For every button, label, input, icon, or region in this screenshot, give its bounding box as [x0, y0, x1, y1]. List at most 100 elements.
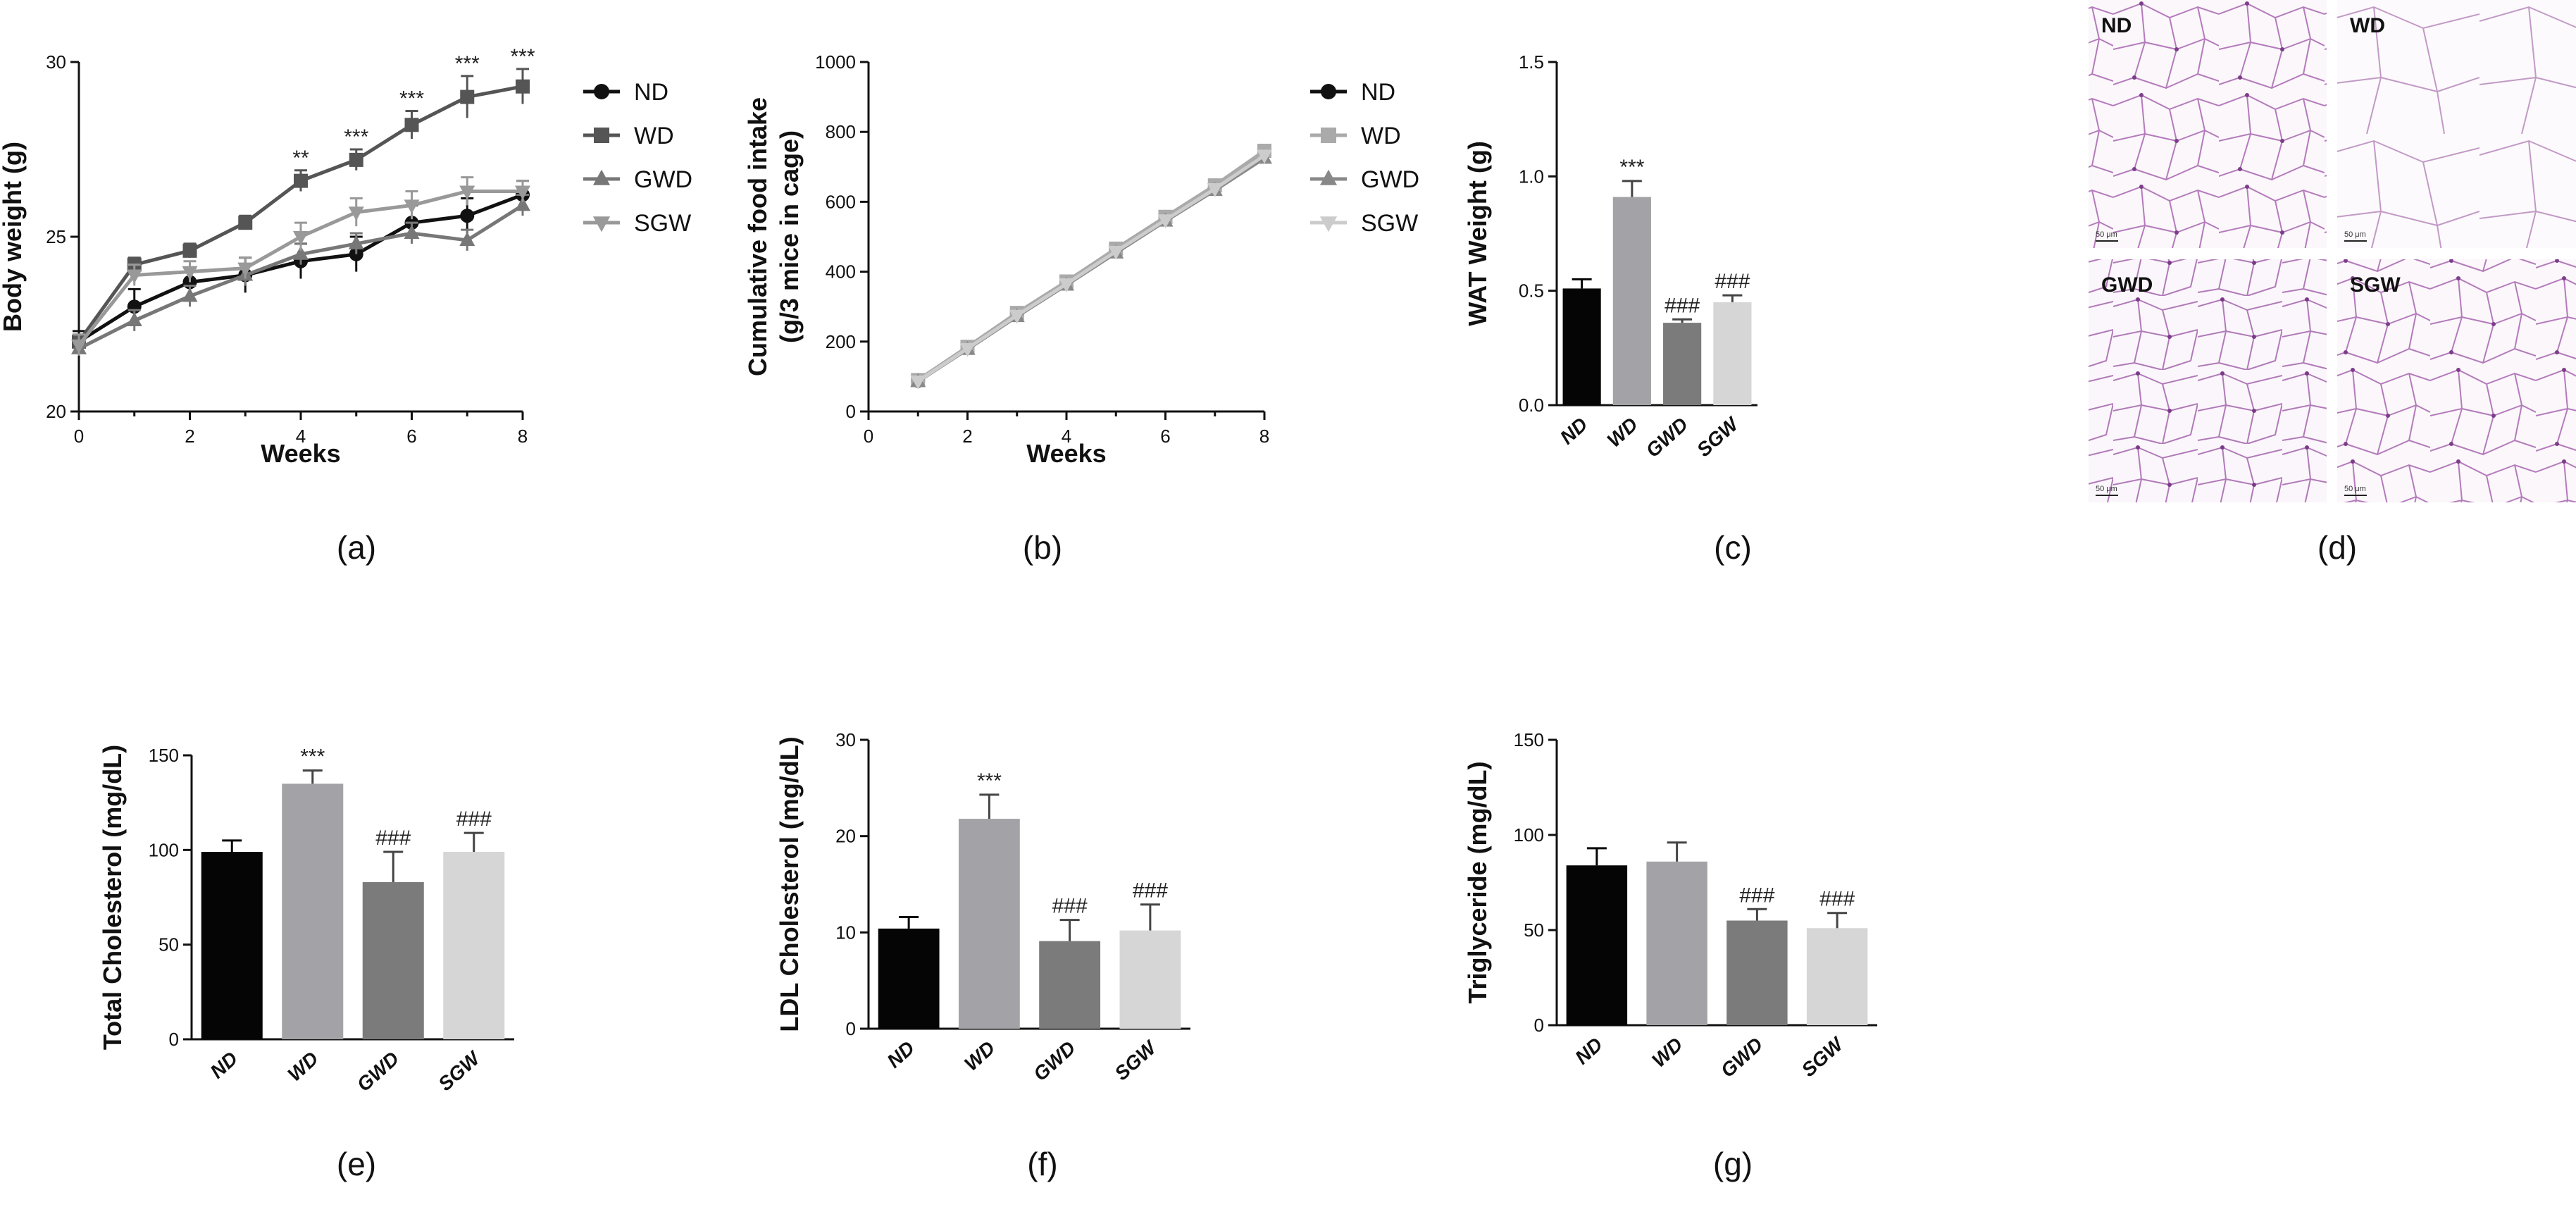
bar-GWD	[1039, 941, 1101, 1029]
y-tick-label: 0.5	[1519, 280, 1544, 302]
data-point-SGW	[1009, 309, 1025, 324]
y-tick-label: 20	[46, 401, 66, 422]
y-axis-title: Triglyceride (mg/dL)	[1463, 761, 1492, 1003]
data-point-GWD	[515, 197, 530, 211]
data-point-SGW	[404, 199, 420, 214]
histology-image-WD: WD 50 μm	[2337, 0, 2576, 248]
legend-marker-ND	[1321, 84, 1336, 99]
scale-bar-label: 50 μm	[2344, 485, 2366, 493]
data-point-SGW	[910, 375, 926, 390]
panel-label-c: (c)	[1714, 529, 1752, 566]
data-point-WD	[404, 118, 419, 132]
y-tick-label: 50	[158, 934, 179, 955]
data-point-WD	[294, 173, 308, 188]
legend-label-WD: WD	[1361, 123, 1401, 149]
x-category-label-SGW: SGW	[1110, 1036, 1161, 1085]
x-category-label-ND: ND	[883, 1036, 919, 1072]
series-SGW	[910, 149, 1272, 390]
legend-label-SGW: SGW	[634, 210, 691, 237]
y-axis-title-line2: (g/3 mice in cage)	[775, 130, 804, 343]
legend-label-SGW: SGW	[1361, 210, 1418, 237]
data-point-SGW	[459, 185, 475, 200]
tissue-image	[2337, 259, 2576, 502]
histology-label-WD: WD	[2350, 14, 2385, 37]
data-point-WD	[460, 89, 475, 104]
significance-label: **	[292, 147, 309, 170]
data-point-WD	[349, 152, 363, 167]
x-category-label-ND: ND	[206, 1047, 242, 1082]
scale-bar-label: 50 μm	[2096, 230, 2117, 239]
bar-ND	[201, 852, 263, 1039]
series-WD	[72, 68, 530, 349]
panel-label-d: (d)	[2317, 529, 2357, 566]
data-point-SGW	[515, 185, 530, 200]
y-tick-label: 50	[1524, 920, 1544, 941]
bar-GWD	[1726, 920, 1788, 1025]
x-category-label-WD: WD	[1603, 413, 1641, 451]
significance-label-GWD: ###	[1665, 294, 1700, 317]
x-tick-label: 2	[185, 426, 194, 447]
x-tick-label: 8	[1259, 426, 1269, 447]
legend-label-GWD: GWD	[634, 166, 692, 193]
x-tick-label: 4	[1062, 426, 1071, 447]
histology-label-ND: ND	[2101, 14, 2132, 37]
y-tick-label: 25	[46, 226, 66, 247]
data-point-GWD	[348, 235, 364, 249]
tissue-image	[2089, 0, 2327, 248]
bar-WD	[1646, 861, 1707, 1025]
y-tick-label: 150	[149, 745, 179, 766]
y-axis-title: Total Cholesterol (mg/dL)	[98, 745, 127, 1050]
x-axis-title: Weeks	[261, 439, 340, 468]
data-point-ND	[460, 209, 475, 223]
data-point-SGW	[959, 342, 976, 357]
bar-WD	[958, 819, 1020, 1029]
x-category-label-SGW: SGW	[1798, 1032, 1848, 1082]
data-point-GWD	[404, 225, 420, 240]
y-tick-label: 100	[1514, 824, 1544, 846]
significance-label-SGW: ###	[1133, 879, 1168, 903]
histology-image-SGW: SGW 50 μm	[2337, 259, 2576, 502]
data-point-GWD	[459, 231, 475, 246]
x-tick-label: 8	[518, 426, 528, 447]
y-tick-label: 0	[846, 1018, 856, 1039]
scale-bar-label: 50 μm	[2344, 230, 2366, 239]
data-point-SGW	[293, 231, 309, 245]
legend: ND WD GWD SGW	[1310, 79, 1419, 237]
y-tick-label: 0.0	[1519, 395, 1544, 416]
y-axis-title: LDL Cholesterol (mg/dL)	[775, 736, 804, 1032]
data-point-WD	[238, 216, 253, 230]
legend-marker-WD	[1321, 128, 1336, 143]
data-point-SGW	[1108, 245, 1124, 260]
y-tick-label: 30	[835, 729, 856, 750]
histology-label-GWD: GWD	[2101, 273, 2153, 297]
significance-label-WD: ***	[300, 745, 325, 768]
data-point-SGW	[237, 262, 254, 277]
y-tick-label: 20	[835, 826, 856, 847]
significance-label-WD: ***	[1619, 156, 1644, 179]
series-line-SGW	[916, 154, 1266, 383]
legend-label-WD: WD	[634, 123, 674, 149]
legend-marker-SGW	[592, 216, 611, 233]
x-category-label-ND: ND	[1556, 413, 1592, 448]
histology-image-GWD: GWD 50 μm	[2089, 259, 2327, 502]
legend-marker-GWD	[592, 169, 611, 185]
y-tick-label: 1.0	[1519, 166, 1544, 187]
histology-image-ND: ND 50 μm	[2089, 0, 2327, 248]
y-tick-label: 150	[1514, 729, 1544, 750]
y-tick-label: 100	[149, 839, 179, 860]
data-point-GWD	[126, 312, 142, 327]
panel-label-g: (g)	[1713, 1146, 1753, 1182]
significance-label-GWD: ###	[1052, 895, 1088, 918]
chart-c: 0.0 0.5 1.0 1.5 WAT Weight (g) ND *** WD ### GWD #…	[1463, 51, 1757, 566]
significance-label-SGW: ###	[1819, 888, 1855, 911]
legend: ND WD GWD SGW	[583, 79, 692, 237]
data-point-SGW	[71, 339, 87, 354]
y-tick-label: 600	[826, 191, 856, 212]
legend-label-GWD: GWD	[1361, 166, 1419, 193]
legend-marker-SGW	[1319, 216, 1338, 233]
x-tick-label: 6	[1160, 426, 1170, 447]
x-category-label-WD: WD	[960, 1036, 999, 1075]
chart-e: 0 50 100 150 Total Cholesterol (mg/dL) ND *** W…	[98, 745, 514, 1182]
significance-label: ***	[399, 87, 424, 110]
